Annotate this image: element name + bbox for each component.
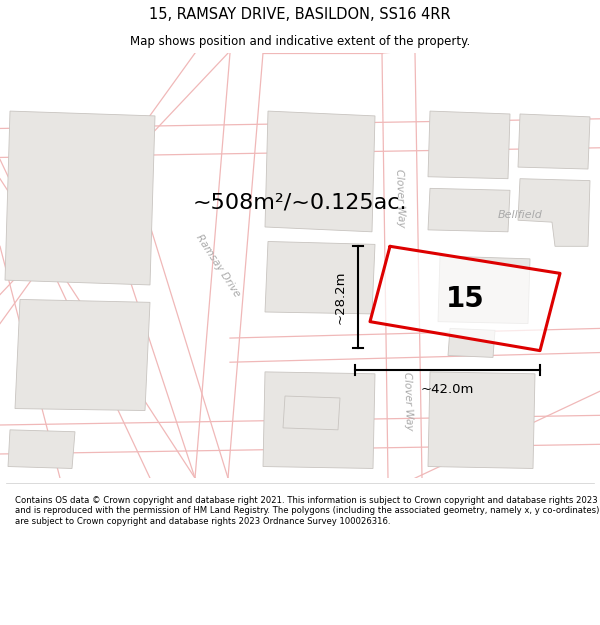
Text: ~42.0m: ~42.0m <box>421 382 474 396</box>
Polygon shape <box>428 372 535 469</box>
Text: Map shows position and indicative extent of the property.: Map shows position and indicative extent… <box>130 35 470 48</box>
Polygon shape <box>448 328 495 357</box>
Polygon shape <box>283 396 340 430</box>
Polygon shape <box>428 111 510 179</box>
Polygon shape <box>5 111 155 285</box>
Text: 15, RAMSAY DRIVE, BASILDON, SS16 4RR: 15, RAMSAY DRIVE, BASILDON, SS16 4RR <box>149 8 451 22</box>
Polygon shape <box>265 111 375 232</box>
Text: Ramsay Drive: Ramsay Drive <box>194 232 242 299</box>
Text: Clover Way: Clover Way <box>402 371 414 431</box>
Text: Bellfield: Bellfield <box>497 211 542 221</box>
Text: ~508m²/~0.125ac.: ~508m²/~0.125ac. <box>193 193 407 213</box>
Polygon shape <box>518 114 590 169</box>
Text: ~28.2m: ~28.2m <box>334 270 347 324</box>
Polygon shape <box>428 188 510 232</box>
Polygon shape <box>15 299 150 411</box>
Text: Clover Way: Clover Way <box>394 169 406 228</box>
Polygon shape <box>518 179 590 246</box>
Polygon shape <box>265 241 375 314</box>
Polygon shape <box>8 430 75 469</box>
Text: 15: 15 <box>446 286 484 313</box>
Polygon shape <box>438 256 530 324</box>
Text: Contains OS data © Crown copyright and database right 2021. This information is : Contains OS data © Crown copyright and d… <box>15 496 599 526</box>
Polygon shape <box>263 372 375 469</box>
Polygon shape <box>370 246 560 351</box>
